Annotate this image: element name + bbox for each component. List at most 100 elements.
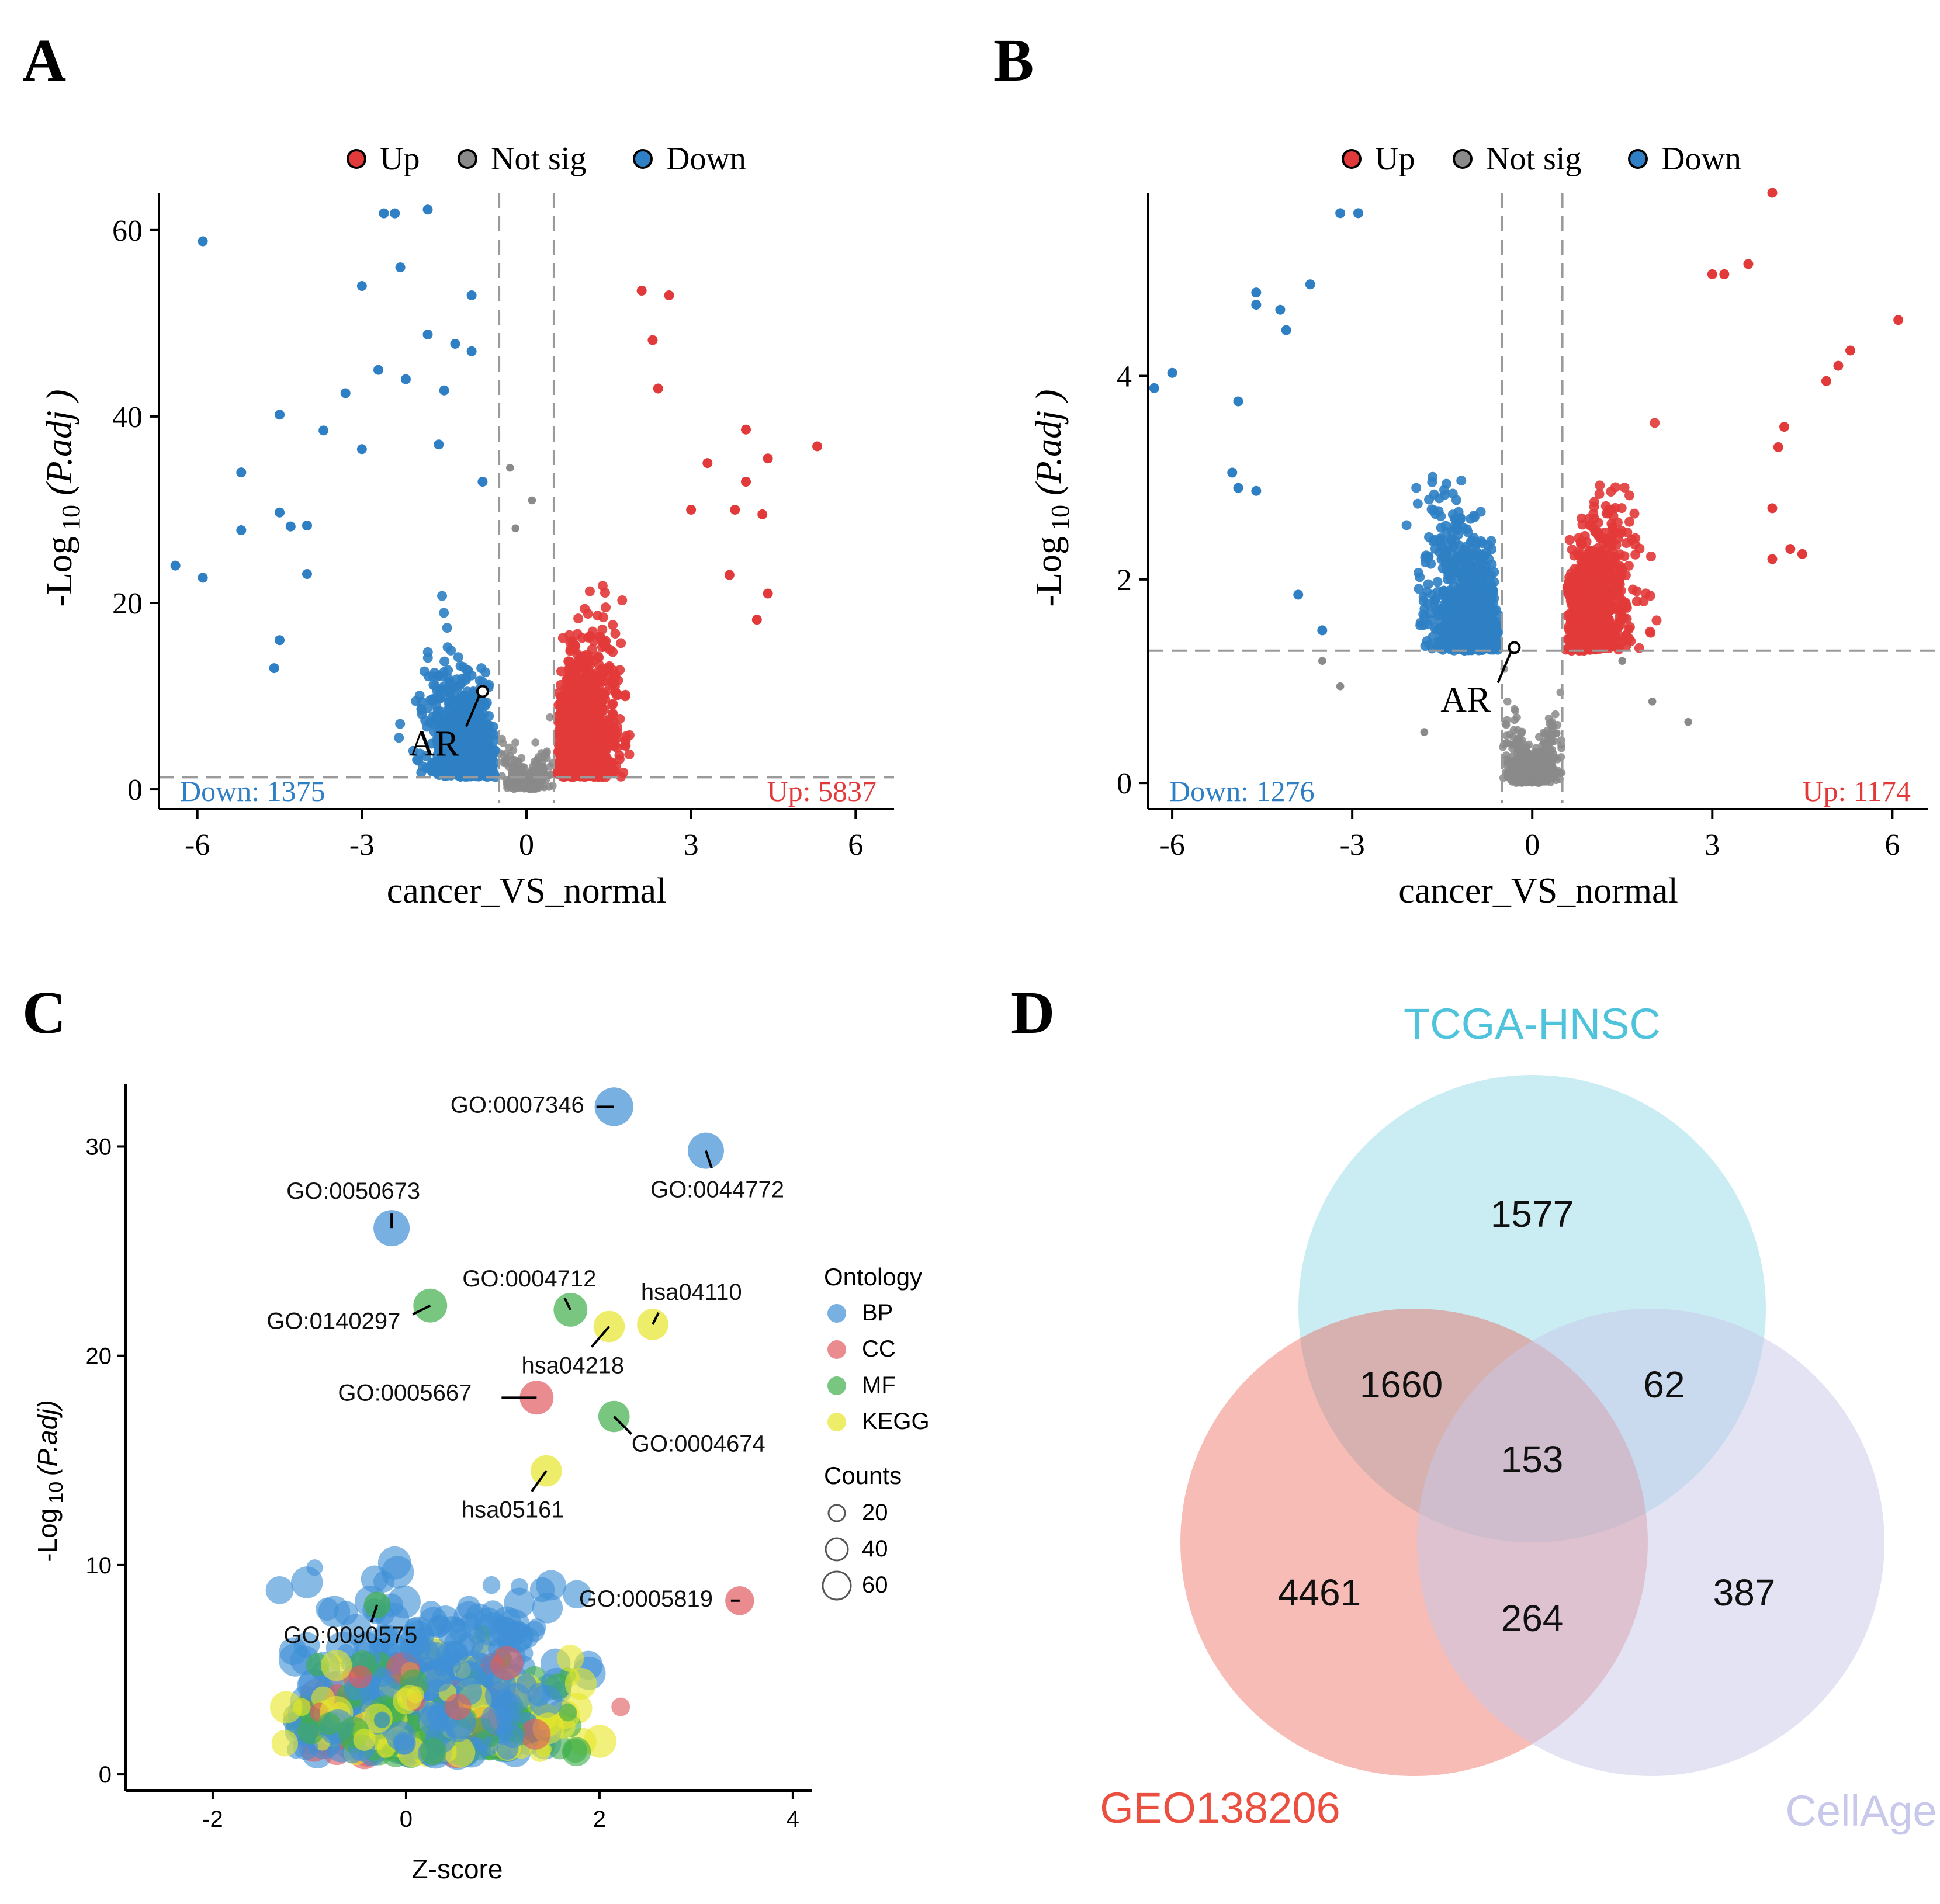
not-sig-point <box>506 463 514 472</box>
down-point <box>432 671 442 682</box>
down-point <box>459 701 469 712</box>
not-sig-point <box>505 743 514 752</box>
down-point <box>422 647 433 657</box>
not-sig-point <box>1513 713 1521 722</box>
up-point <box>1616 503 1627 514</box>
y-tick-label: 20 <box>112 587 143 620</box>
down-point <box>422 330 433 340</box>
down-point <box>455 745 466 756</box>
x-tick-label: -6 <box>1159 828 1184 862</box>
up-point <box>597 624 608 634</box>
up-point <box>1624 516 1635 527</box>
down-point <box>453 652 463 663</box>
legend-label-down: Down <box>666 141 746 177</box>
up-point <box>1575 537 1586 547</box>
ar-leader-line <box>465 695 480 727</box>
up-point <box>556 666 566 677</box>
up-point <box>592 693 602 704</box>
up-point <box>1615 619 1626 630</box>
down-point <box>1305 279 1315 290</box>
down-point <box>460 675 471 685</box>
up-point <box>593 651 604 662</box>
not-sig-point <box>508 769 517 777</box>
up-point <box>686 504 697 515</box>
y-label-sub: 10 <box>1046 505 1075 530</box>
down-point <box>455 661 466 671</box>
down-count-label: Down: 1276 <box>1169 775 1315 807</box>
up-point <box>578 678 589 689</box>
up-point <box>1629 508 1640 519</box>
not-sig-point <box>534 752 543 761</box>
down-point <box>430 681 441 691</box>
not-sig-point <box>1336 682 1345 691</box>
not-sig-point <box>1518 736 1526 744</box>
up-point <box>610 629 621 639</box>
x-tick-label: -3 <box>349 828 375 862</box>
down-point <box>1451 622 1462 633</box>
legend-marker-down <box>1628 149 1648 169</box>
up-point <box>724 570 735 580</box>
not-sig-point <box>531 759 539 768</box>
down-point <box>463 755 474 766</box>
down-point <box>1451 495 1461 505</box>
x-tick-label: 0 <box>519 828 534 862</box>
down-point <box>356 444 367 455</box>
up-point <box>610 765 621 776</box>
down-point <box>1446 548 1457 559</box>
up-point <box>741 477 751 487</box>
not-sig-point <box>1517 768 1525 776</box>
up-point <box>593 611 603 621</box>
legend-marker-up <box>1342 149 1362 169</box>
not-sig-point <box>534 782 542 790</box>
up-point <box>571 688 582 698</box>
up-point <box>751 615 762 625</box>
x-tick-label: -6 <box>185 828 210 862</box>
panel-label-c: C <box>22 979 66 1046</box>
up-point <box>1583 596 1593 606</box>
down-point <box>441 717 452 727</box>
legend-marker-up <box>347 149 366 169</box>
legend-label-up: Up <box>380 141 420 177</box>
x-axis-label: cancer_VS_normal <box>1398 871 1678 911</box>
up-point <box>1606 487 1616 497</box>
not-sig-point <box>521 780 530 789</box>
down-point <box>1439 485 1449 495</box>
legend-label-down: Down <box>1661 141 1741 177</box>
up-point <box>1645 551 1656 561</box>
down-point <box>1467 557 1477 568</box>
not-sig-point <box>543 747 551 755</box>
y-tick-label: 40 <box>112 401 143 434</box>
up-point <box>596 669 607 679</box>
not-sig-point <box>531 738 539 747</box>
up-point <box>1707 269 1717 279</box>
x-tick-label: 6 <box>848 828 863 862</box>
legend-marker-not-sig <box>1453 149 1473 169</box>
down-point <box>356 281 367 292</box>
up-point <box>1564 609 1575 619</box>
up-point <box>567 636 578 647</box>
down-point <box>373 365 384 375</box>
panel-label-b: B <box>993 27 1034 94</box>
down-point <box>1227 467 1238 478</box>
down-point <box>1448 563 1459 573</box>
down-point <box>170 560 181 571</box>
not-sig-point <box>511 524 520 533</box>
not-sig-point <box>1544 737 1553 745</box>
panel-label-d: D <box>1011 979 1055 1046</box>
y-tick-label: 4 <box>1117 360 1132 394</box>
down-point <box>198 236 208 247</box>
down-point <box>1335 208 1346 219</box>
up-point <box>1595 581 1606 592</box>
x-tick-label: 6 <box>1884 828 1900 862</box>
not-sig-point <box>1684 717 1693 726</box>
down-point <box>417 709 427 720</box>
down-point <box>434 439 444 450</box>
not-sig-point <box>1503 697 1512 706</box>
up-point <box>730 504 740 515</box>
not-sig-point <box>511 738 519 747</box>
down-point <box>1435 623 1445 634</box>
up-point <box>647 335 658 345</box>
down-point <box>275 507 285 518</box>
down-point <box>437 591 448 601</box>
